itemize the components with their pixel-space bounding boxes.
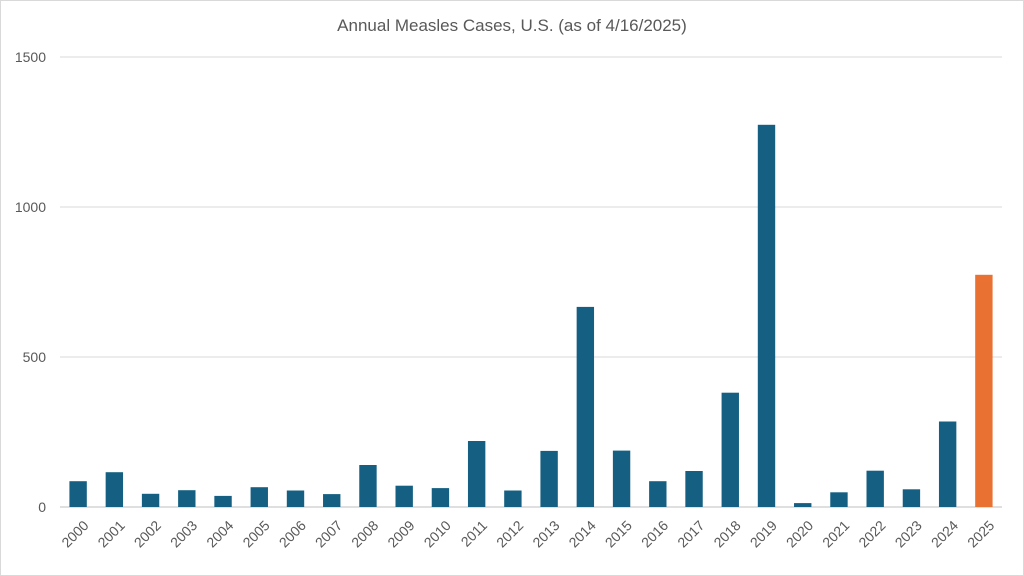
y-tick-label: 0 (38, 499, 46, 515)
bar-2014 (576, 306, 595, 507)
bar-2012 (504, 490, 522, 507)
bar-2016 (649, 481, 667, 507)
x-tick-label: 2000 (58, 517, 91, 550)
x-tick-label: 2025 (964, 517, 997, 550)
x-tick-label: 2009 (384, 517, 417, 550)
x-tick-label: 2022 (855, 517, 888, 550)
x-tick-label: 2001 (94, 517, 127, 550)
x-tick-label: 2007 (312, 517, 345, 550)
x-tick-label: 2003 (167, 517, 200, 550)
y-tick-label: 500 (23, 349, 47, 365)
bar-2017 (685, 471, 703, 507)
y-tick-label: 1500 (15, 49, 46, 65)
y-tick-label: 1000 (15, 199, 46, 215)
bar-2025 (975, 274, 993, 507)
chart-title: Annual Measles Cases, U.S. (as of 4/16/2… (337, 16, 687, 35)
bar-2008 (359, 465, 377, 507)
bar-2006 (286, 490, 305, 507)
bar-2018 (721, 392, 739, 507)
x-tick-label: 2006 (276, 517, 309, 550)
bar-2023 (902, 489, 921, 507)
bar-2024 (938, 421, 957, 507)
bar-2002 (141, 493, 160, 507)
x-tick-label: 2019 (747, 517, 780, 550)
bar-2009 (395, 485, 413, 507)
bar-2021 (830, 492, 848, 507)
bar-2005 (250, 487, 268, 507)
bar-2007 (323, 494, 341, 507)
x-tick-label: 2010 (421, 517, 454, 550)
bar-2019 (757, 124, 776, 508)
x-tick-label: 2021 (819, 517, 852, 550)
x-tick-label: 2014 (565, 517, 598, 550)
x-tick-label: 2005 (239, 517, 272, 550)
bar-2000 (69, 481, 87, 507)
bar-2001 (105, 472, 124, 507)
bar-2015 (612, 450, 631, 507)
bar-2022 (866, 470, 884, 507)
bar-2003 (178, 490, 196, 507)
x-tick-label: 2004 (203, 517, 236, 550)
x-tick-label: 2002 (131, 517, 164, 550)
bar-2004 (214, 495, 232, 507)
x-tick-label: 2023 (892, 517, 925, 550)
x-tick-label: 2016 (638, 517, 671, 550)
x-tick-label: 2012 (493, 517, 526, 550)
bar-2010 (431, 488, 450, 507)
x-tick-label: 2020 (783, 517, 816, 550)
bar-2020 (794, 503, 812, 507)
x-tick-label: 2008 (348, 517, 381, 550)
x-tick-label: 2018 (710, 517, 743, 550)
x-tick-label: 2013 (529, 517, 562, 550)
x-tick-label: 2024 (928, 517, 961, 550)
x-tick-label: 2015 (602, 517, 635, 550)
bar-2013 (540, 450, 558, 507)
x-tick-label: 2011 (458, 517, 491, 550)
x-tick-label: 2017 (674, 517, 707, 550)
bar-2011 (467, 441, 486, 507)
